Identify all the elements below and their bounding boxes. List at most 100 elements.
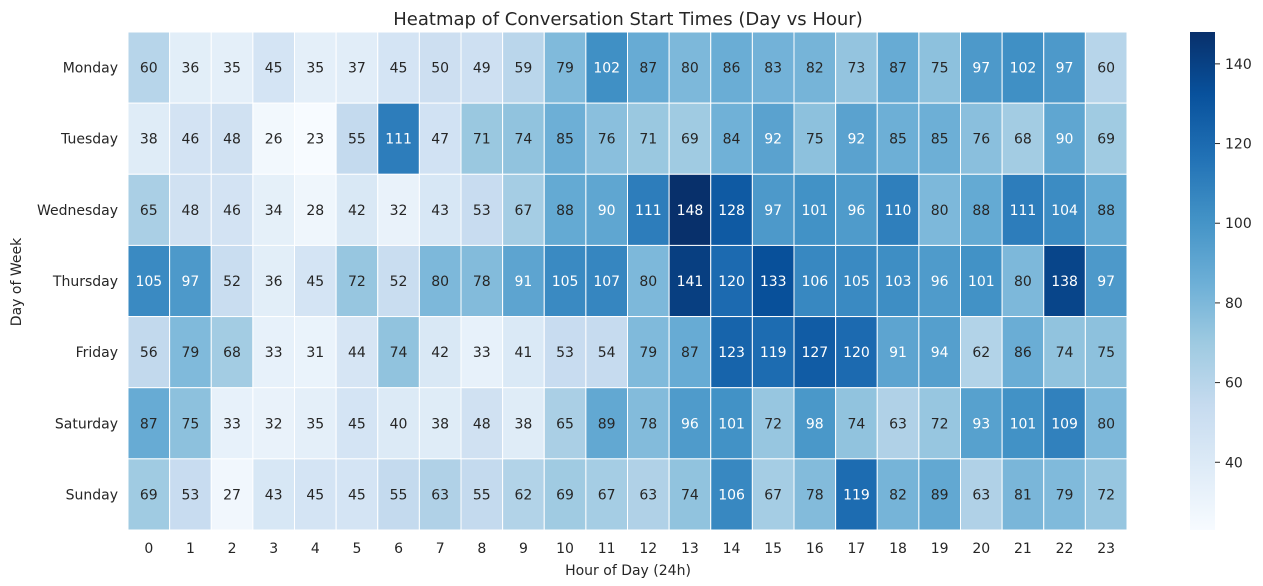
heatmap-cell — [585, 31, 628, 104]
heatmap-cell — [918, 458, 961, 531]
heatmap-cell — [460, 387, 504, 460]
heatmap-cell — [127, 173, 171, 246]
cell-value-label: 103 — [885, 274, 912, 290]
cell-value-label: 50 — [431, 61, 449, 77]
heatmap-cell — [543, 387, 587, 460]
cell-value-label: 86 — [723, 61, 741, 77]
heatmap-cell — [210, 458, 254, 531]
x-tick-label: 12 — [639, 541, 657, 557]
cell-value-label: 80 — [681, 61, 699, 77]
x-tick-label: 0 — [144, 541, 153, 557]
cell-value-label: 47 — [431, 132, 449, 148]
cell-value-label: 80 — [931, 203, 949, 219]
cell-value-label: 89 — [931, 487, 949, 503]
heatmap-grid: 60 36 35 45 35 37 45 50 49 59 79 102 87 80 86 83 82 73 87 7… — [127, 31, 1128, 531]
cell-value-label: 43 — [265, 487, 283, 503]
chart-title: Heatmap of Conversation Start Times (Day… — [393, 9, 862, 30]
heatmap-cell — [252, 316, 295, 389]
cell-value-label: 53 — [473, 203, 491, 219]
cell-value-label: 97 — [1097, 274, 1115, 290]
cell-value-label: 102 — [1010, 61, 1037, 77]
cell-value-label: 96 — [931, 274, 949, 290]
heatmap-cell — [252, 244, 295, 318]
heatmap-cell — [1043, 458, 1086, 531]
cell-value-label: 97 — [1056, 61, 1074, 77]
heatmap-cell — [876, 458, 920, 531]
colorbar-ticks: 40 60 80 100 120 140 — [1215, 57, 1252, 471]
x-tick-label: 13 — [681, 541, 699, 557]
cell-value-label: 92 — [764, 132, 782, 148]
heatmap-cell — [169, 458, 212, 531]
cell-value-label: 69 — [1097, 132, 1115, 148]
colorbar-tick-label: 80 — [1225, 296, 1243, 312]
heatmap-cell — [751, 31, 795, 104]
heatmap-cell — [876, 173, 920, 246]
cell-value-label: 91 — [515, 274, 533, 290]
y-tick-label: Sunday — [66, 487, 118, 503]
cell-value-label: 75 — [1097, 345, 1115, 361]
cell-value-label: 96 — [848, 203, 866, 219]
heatmap-cell — [1084, 244, 1128, 318]
cell-value-label: 93 — [972, 416, 990, 432]
cell-value-label: 98 — [806, 416, 824, 432]
cell-value-label: 75 — [931, 61, 949, 77]
heatmap-cell — [1043, 244, 1086, 318]
cell-value-label: 106 — [801, 274, 828, 290]
cell-value-label: 43 — [431, 203, 449, 219]
heatmap-cell — [918, 316, 961, 389]
cell-value-label: 89 — [598, 416, 616, 432]
heatmap-cell — [377, 102, 420, 175]
cell-value-label: 45 — [306, 487, 324, 503]
cell-value-label: 69 — [140, 487, 158, 503]
cell-value-label: 110 — [885, 203, 912, 219]
cell-value-label: 60 — [140, 61, 158, 77]
cell-value-label: 38 — [431, 416, 449, 432]
cell-value-label: 106 — [718, 487, 745, 503]
cell-value-label: 36 — [265, 274, 283, 290]
heatmap-cell — [418, 173, 462, 246]
x-tick-label: 7 — [436, 541, 445, 557]
cell-value-label: 40 — [390, 416, 408, 432]
cell-value-label: 96 — [681, 416, 699, 432]
heatmap-cell — [835, 102, 878, 175]
heatmap-cell — [1001, 102, 1045, 175]
cell-value-label: 138 — [1051, 274, 1078, 290]
cell-value-label: 42 — [348, 203, 366, 219]
cell-value-label: 72 — [1097, 487, 1115, 503]
cell-value-label: 35 — [306, 61, 324, 77]
cell-value-label: 55 — [390, 487, 408, 503]
cell-value-label: 63 — [889, 416, 907, 432]
heatmap-cell — [169, 244, 212, 318]
heatmap-cell — [460, 316, 504, 389]
cell-value-label: 67 — [515, 203, 533, 219]
heatmap-cell — [210, 173, 254, 246]
cell-value-label: 62 — [972, 345, 990, 361]
cell-value-label: 26 — [265, 132, 283, 148]
x-tick-label: 5 — [352, 541, 361, 557]
heatmap-cell — [918, 31, 961, 104]
cell-value-label: 75 — [182, 416, 200, 432]
x-tick-label: 2 — [228, 541, 237, 557]
x-tick-label: 22 — [1056, 541, 1074, 557]
cell-value-label: 28 — [306, 203, 324, 219]
heatmap-cell — [169, 387, 212, 460]
x-tick-label: 17 — [848, 541, 866, 557]
heatmap-cell — [210, 387, 254, 460]
heatmap-cell — [585, 244, 628, 318]
cell-value-label: 27 — [223, 487, 241, 503]
cell-value-label: 41 — [515, 345, 533, 361]
cell-value-label: 128 — [718, 203, 745, 219]
colorbar-tick-label: 40 — [1225, 455, 1243, 471]
cell-value-label: 123 — [718, 345, 745, 361]
cell-value-label: 38 — [140, 132, 158, 148]
cell-value-label: 85 — [931, 132, 949, 148]
heatmap-cell — [1001, 387, 1045, 460]
cell-value-label: 48 — [223, 132, 241, 148]
cell-value-label: 102 — [593, 61, 620, 77]
y-tick-label: Friday — [76, 345, 118, 361]
cell-value-label: 33 — [473, 345, 491, 361]
heatmap-cell — [1043, 316, 1086, 389]
cell-value-label: 46 — [223, 203, 241, 219]
x-tick-label: 1 — [186, 541, 195, 557]
heatmap-cell — [876, 316, 920, 389]
